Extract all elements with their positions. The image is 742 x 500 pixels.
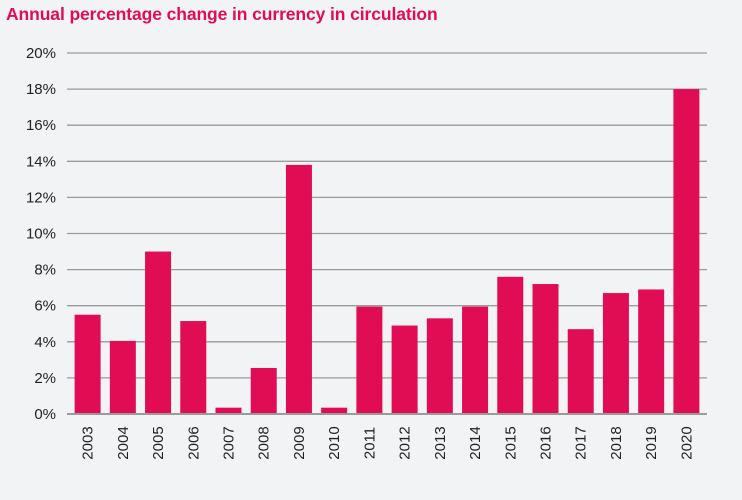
x-tick-label: 2011 bbox=[361, 427, 378, 459]
x-tick-label: 2018 bbox=[608, 426, 625, 459]
y-tick-label: 14% bbox=[26, 153, 56, 170]
bar-2015 bbox=[497, 276, 524, 413]
y-tick-label: 0% bbox=[34, 406, 56, 423]
chart-title: Annual percentage change in currency in … bbox=[6, 4, 438, 24]
x-tick-label: 2007 bbox=[221, 426, 238, 459]
x-tick-label: 2003 bbox=[80, 426, 97, 459]
bar-2016 bbox=[532, 284, 559, 413]
gridlines bbox=[67, 52, 707, 415]
x-tick-label: 2019 bbox=[643, 426, 660, 459]
x-tick-label: 2004 bbox=[115, 426, 132, 459]
bar-2006 bbox=[180, 321, 207, 413]
bar-2013 bbox=[426, 318, 453, 413]
bar-2019 bbox=[638, 289, 665, 413]
y-tick-label: 18% bbox=[26, 81, 56, 98]
bar-2014 bbox=[462, 306, 489, 413]
x-tick-label: 2009 bbox=[291, 426, 308, 459]
x-tick-label: 2015 bbox=[502, 426, 519, 459]
y-tick-label: 6% bbox=[34, 298, 56, 315]
bar-2010 bbox=[321, 407, 348, 413]
bar-2007 bbox=[215, 407, 242, 413]
bar-2012 bbox=[391, 325, 418, 413]
bar-2005 bbox=[145, 251, 172, 413]
x-tick-label: 2012 bbox=[397, 426, 414, 459]
bar-2004 bbox=[109, 340, 136, 413]
x-tick-label: 2020 bbox=[678, 426, 695, 459]
y-tick-label: 10% bbox=[26, 226, 56, 243]
y-axis-ticks: 0% 2% 4% 6% 8% 10% 12% 14% 16% 18% 20% bbox=[26, 45, 56, 423]
bar-2017 bbox=[567, 329, 594, 413]
x-tick-label: 2008 bbox=[256, 426, 273, 459]
x-tick-label: 2010 bbox=[326, 426, 343, 459]
y-tick-label: 12% bbox=[26, 189, 56, 206]
x-tick-label: 2006 bbox=[185, 426, 202, 459]
x-axis-ticks: 2003 2004 2005 2006 2007 2008 2009 2010 2011 2012… bbox=[80, 426, 696, 459]
bar-2020 bbox=[673, 89, 700, 413]
x-tick-label: 2005 bbox=[150, 426, 167, 459]
x-tick-label: 2013 bbox=[432, 426, 449, 459]
bar-2008 bbox=[250, 367, 277, 413]
y-tick-label: 2% bbox=[34, 370, 56, 387]
y-tick-label: 8% bbox=[34, 262, 56, 279]
bar-2003 bbox=[74, 314, 101, 413]
bar-2011 bbox=[356, 306, 383, 413]
y-tick-label: 20% bbox=[26, 45, 56, 62]
y-tick-label: 4% bbox=[34, 334, 56, 351]
y-tick-label: 16% bbox=[26, 117, 56, 134]
x-tick-label: 2017 bbox=[573, 426, 590, 459]
bar-2009 bbox=[285, 164, 312, 413]
bars bbox=[74, 89, 700, 413]
x-tick-label: 2014 bbox=[467, 426, 484, 459]
bar-2018 bbox=[602, 293, 629, 413]
x-tick-label: 2016 bbox=[538, 426, 555, 459]
